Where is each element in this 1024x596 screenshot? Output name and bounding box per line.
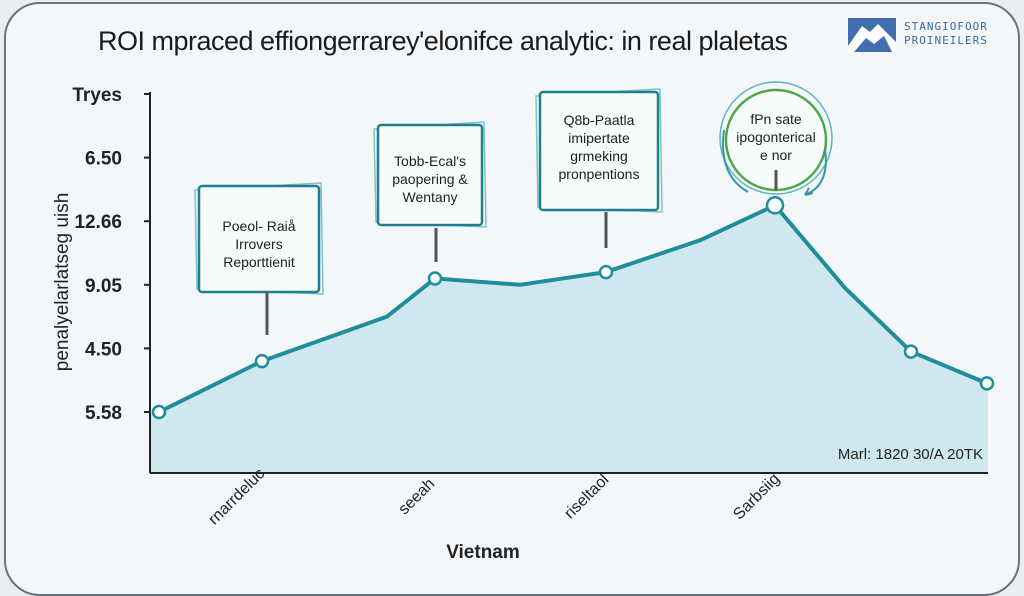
annotation-sketch-outline (719, 81, 833, 195)
annotation-text: fPn sate (750, 111, 802, 127)
annotation-text: Irrovers (235, 236, 282, 252)
x-tick-label: rnarrdeluc (205, 465, 268, 528)
annotation-box (538, 90, 660, 212)
data-point (598, 264, 614, 280)
area-fill (150, 205, 988, 474)
y-axis-label: penalyelarlatseg uish (52, 193, 73, 372)
chart-title: ROI mpraced effiongerrarey'elonifce anal… (98, 26, 788, 56)
data-point (254, 353, 270, 369)
logo-line-1: STANGIOFOOR (904, 20, 988, 33)
data-point (903, 344, 919, 359)
y-tick-label: 6.50 (85, 149, 122, 170)
data-point (979, 376, 995, 391)
y-axis-top-label: Tryes (72, 85, 122, 106)
annotation-text: Tobb-Ecal's (394, 153, 466, 169)
annotation-text: Poeol- Raiå (222, 218, 295, 234)
annotation-text: paopering & (392, 171, 468, 187)
brand-logo: STANGIOFOOR PROINEILERS (848, 16, 988, 52)
data-point (765, 196, 785, 215)
x-tick-label: riseltaol (561, 471, 612, 522)
y-tick-label: 12.66 (74, 212, 122, 233)
annotation-text: grmeking (570, 148, 628, 164)
annotation-box (197, 184, 321, 294)
annotation-text: e nor (760, 147, 792, 163)
area-chart: 5.58 4.50 9.05 12.66 6.50 Poeol- Raiå Irrovers… (52, 81, 995, 563)
x-tick-label: Sarbsiig (730, 470, 783, 523)
y-tick-label: 9.05 (85, 276, 122, 297)
annotation-text: ipogonterical (736, 129, 815, 145)
annotation-text: Q8b-Paatla (564, 112, 635, 128)
annotation-text: Wentany (403, 189, 458, 205)
y-tick-label: 5.58 (85, 403, 122, 424)
annotation-text: Reporttienit (223, 254, 295, 270)
logo-line-2: PROINEILERS (904, 34, 988, 47)
annotation-text: imipertate (568, 130, 630, 146)
x-tick-label: seeah (395, 475, 438, 518)
chart-note: Marl: 1820 30/A 20TK (838, 446, 983, 463)
data-point (151, 404, 167, 420)
arrow-icon (804, 149, 827, 196)
x-axis-label: Vietnam (446, 542, 520, 563)
mountain-logo-icon (848, 18, 896, 52)
data-point (427, 271, 443, 286)
arrow-icon (722, 129, 749, 193)
y-tick-label: 4.50 (85, 339, 122, 360)
annotation-box (376, 123, 484, 227)
annotation-text: pronpentions (559, 166, 640, 182)
